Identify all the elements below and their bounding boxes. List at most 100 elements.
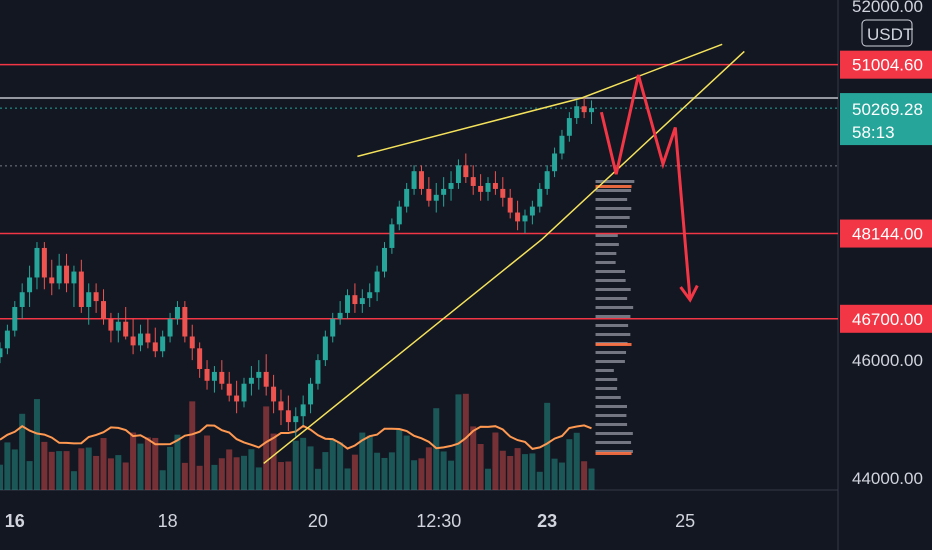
- volume-bar: [100, 438, 107, 490]
- candle-body: [485, 183, 491, 192]
- volume-bar: [470, 426, 477, 490]
- volume-bar: [581, 461, 588, 490]
- upper-wedge-line[interactable]: [357, 43, 723, 158]
- volume-profile-bar: [595, 243, 619, 246]
- volume-bar: [56, 451, 63, 490]
- volume-bar: [573, 432, 580, 490]
- volume-bar: [11, 449, 18, 490]
- candle-body: [293, 416, 299, 423]
- candle-body: [49, 277, 55, 284]
- volume-bar: [388, 452, 395, 490]
- volume-bar: [41, 441, 48, 490]
- volume-bar: [189, 401, 196, 490]
- volume-bar: [558, 462, 565, 490]
- time-axis[interactable]: 16 18 20 12:30 23 25: [5, 511, 695, 531]
- volume-bar: [425, 447, 432, 490]
- volume-bar: [218, 458, 225, 490]
- candle-body: [581, 106, 587, 113]
- volume-bar: [344, 468, 351, 490]
- volume-bar: [292, 440, 299, 490]
- level-price-tag: [840, 304, 932, 333]
- candle-body: [522, 215, 528, 222]
- candle-body: [492, 183, 498, 189]
- last-price-tag: [840, 93, 932, 146]
- candle-body: [566, 118, 572, 136]
- candle-body: [241, 383, 247, 402]
- volume-bar: [167, 446, 174, 490]
- candle-body: [182, 306, 188, 337]
- volume-bar: [270, 433, 277, 490]
- candle-body: [234, 395, 240, 402]
- candle-body: [248, 377, 254, 384]
- volume-bar: [263, 406, 270, 490]
- volume-bar: [0, 464, 3, 490]
- countdown-label: 58:13: [852, 123, 895, 142]
- volume-bar: [314, 468, 321, 490]
- candle-body: [12, 306, 18, 331]
- lower-wedge-line[interactable]: [263, 50, 745, 464]
- candle-body: [478, 185, 484, 192]
- volume-bar: [492, 432, 499, 490]
- volume-profile-bar: [595, 432, 633, 435]
- candle-body: [441, 188, 447, 195]
- volume-profile-bar: [595, 315, 631, 318]
- candle-body: [0, 348, 3, 358]
- candle-body: [4, 330, 10, 349]
- volume-bar: [85, 447, 92, 490]
- candle-body: [322, 336, 328, 361]
- candle-body: [263, 371, 269, 387]
- projection-path: [599, 74, 692, 301]
- volume-profile-bar: [595, 288, 631, 291]
- time-tick-label: 25: [675, 511, 695, 531]
- volume-bar: [329, 439, 336, 490]
- candle-body: [101, 301, 107, 319]
- volume-profile-bar: [595, 306, 634, 309]
- volume-bar: [130, 432, 137, 490]
- candle-body: [337, 312, 343, 319]
- candle-body: [411, 171, 417, 189]
- volume-bar: [196, 465, 203, 490]
- level-price-label: 51004.60: [852, 56, 923, 75]
- volume-profile-bar: [595, 387, 618, 390]
- candle-body: [56, 265, 62, 284]
- volume-profile-bar: [595, 207, 632, 210]
- candle-body: [463, 165, 469, 178]
- volume-profile-bar: [595, 189, 632, 192]
- volume-profile-bar: [595, 216, 630, 219]
- volume-bar: [411, 460, 418, 490]
- candle-body: [93, 292, 99, 302]
- volume-bar: [374, 452, 381, 490]
- trendlines[interactable]: [263, 43, 745, 464]
- volume-bar: [514, 448, 521, 490]
- volume-bar: [248, 449, 255, 490]
- candle-body: [204, 368, 210, 381]
- candle-body: [404, 188, 410, 207]
- candle-body: [300, 404, 306, 417]
- volume-profile-bar: [595, 423, 628, 426]
- candle-body: [330, 318, 336, 337]
- volume-bar: [152, 437, 159, 490]
- time-tick-label: 12:30: [416, 511, 461, 531]
- level-price-tag: [840, 219, 932, 248]
- level-price-tag: [840, 50, 932, 79]
- volume-bar: [226, 449, 233, 490]
- price-axis[interactable]: 52000.00 46000.00 44000.00 USDT 51004.60 4814…: [840, 0, 932, 488]
- price-tick-label: 46000.00: [852, 351, 923, 370]
- candle-body: [559, 135, 565, 154]
- volume-bar: [107, 458, 114, 490]
- currency-badge[interactable]: [861, 19, 913, 47]
- candle-body: [123, 321, 129, 337]
- volume-bar: [499, 450, 506, 490]
- volume-bar: [93, 455, 100, 490]
- candle-body: [389, 224, 395, 248]
- price-tick-label: 44000.00: [852, 469, 923, 488]
- volume-bar: [70, 471, 77, 490]
- candle-body: [189, 336, 195, 349]
- volume-bar: [255, 467, 262, 490]
- volume-bar: [455, 394, 462, 490]
- time-tick-label: 16: [5, 511, 25, 531]
- candle-body: [174, 306, 180, 319]
- volume-bar: [307, 446, 314, 490]
- volume-bar: [477, 444, 484, 490]
